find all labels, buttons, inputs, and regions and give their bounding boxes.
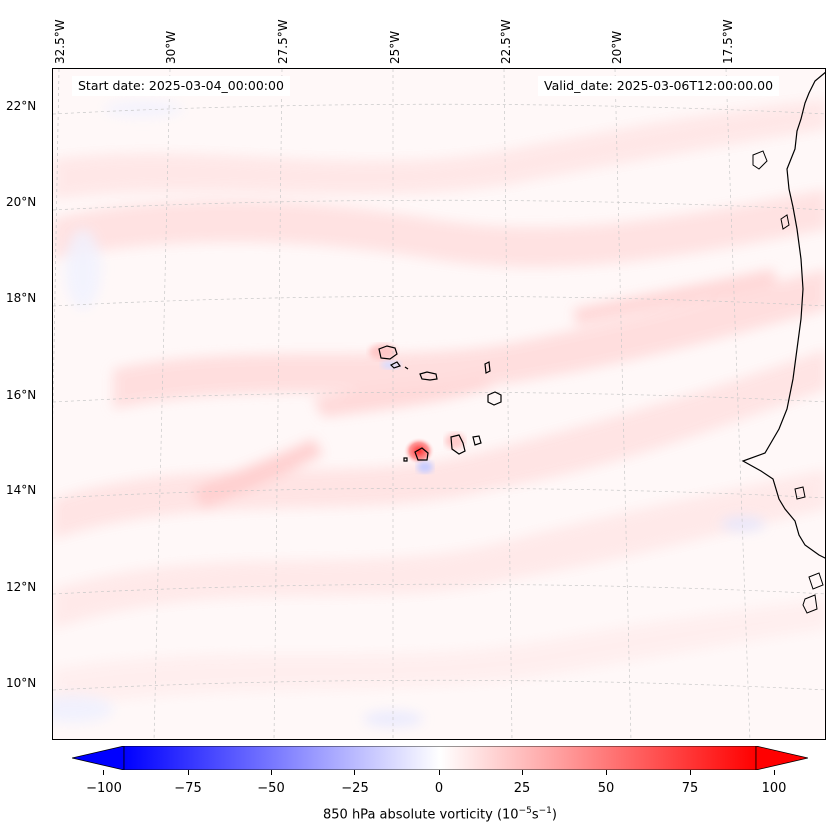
cb-tickmark <box>690 770 691 775</box>
vorticity-minimum <box>417 461 433 473</box>
colorbar-extend-min <box>72 746 125 770</box>
cb-tickmark <box>271 770 272 775</box>
lat-label-10n: 10°N <box>6 676 37 690</box>
cb-tick-label: 100 <box>761 781 787 796</box>
cb-tickmark <box>774 770 775 775</box>
cb-tick-label: 75 <box>681 781 699 796</box>
lat-label-18n: 18°N <box>6 291 37 305</box>
cb-tickmark <box>103 770 104 775</box>
graticule <box>53 69 825 739</box>
lon-label-30w: 30°W <box>164 30 178 64</box>
cb-tick-label: −50 <box>257 781 285 796</box>
cb-tick-label: −25 <box>341 781 369 796</box>
cb-tickmark <box>606 770 607 775</box>
lon-label-22-5w: 22.5°W <box>499 19 513 64</box>
lon-label-27-5w: 27.5°W <box>276 19 290 64</box>
cb-tick-label: 25 <box>513 781 531 796</box>
cb-tick-label: −75 <box>174 781 202 796</box>
lon-label-17-5w: 17.5°W <box>721 19 735 64</box>
colorbar <box>72 746 808 770</box>
cape-verde-islands <box>378 345 502 462</box>
cb-tick-label: 50 <box>597 781 615 796</box>
colorbar-extend-max <box>755 746 808 770</box>
lon-label-25w: 25°W <box>388 30 402 64</box>
cb-tickmark <box>188 770 189 775</box>
cb-tick-label: −100 <box>86 781 122 796</box>
lat-label-20n: 20°N <box>6 195 37 209</box>
start-date-label: Start date: 2025-03-04_00:00:00 <box>72 76 290 96</box>
lon-label-32-5w: 32.5°W <box>53 19 67 64</box>
colorbar-label: 850 hPa absolute vorticity (10−5s−1) <box>323 806 557 823</box>
cb-tickmark <box>354 770 355 775</box>
lon-label-20w: 20°W <box>610 30 624 64</box>
colorbar-gradient <box>123 746 757 770</box>
vorticity-field <box>53 69 825 739</box>
africa-coastline <box>741 71 825 559</box>
cb-tick-label: 0 <box>434 781 444 796</box>
lat-label-22n: 22°N <box>6 99 37 113</box>
cb-tickmark <box>522 770 523 775</box>
cb-tickmark <box>439 770 440 775</box>
map-panel[interactable] <box>52 68 826 740</box>
lat-label-16n: 16°N <box>6 388 37 402</box>
positive-vorticity-bands <box>53 99 825 709</box>
vorticity-maximum <box>403 437 435 465</box>
coastal-islands <box>752 150 824 614</box>
lat-label-12n: 12°N <box>6 580 37 594</box>
valid-date-label: Valid_date: 2025-03-06T12:00:00.00 <box>538 76 780 96</box>
lat-label-14n: 14°N <box>6 483 37 497</box>
